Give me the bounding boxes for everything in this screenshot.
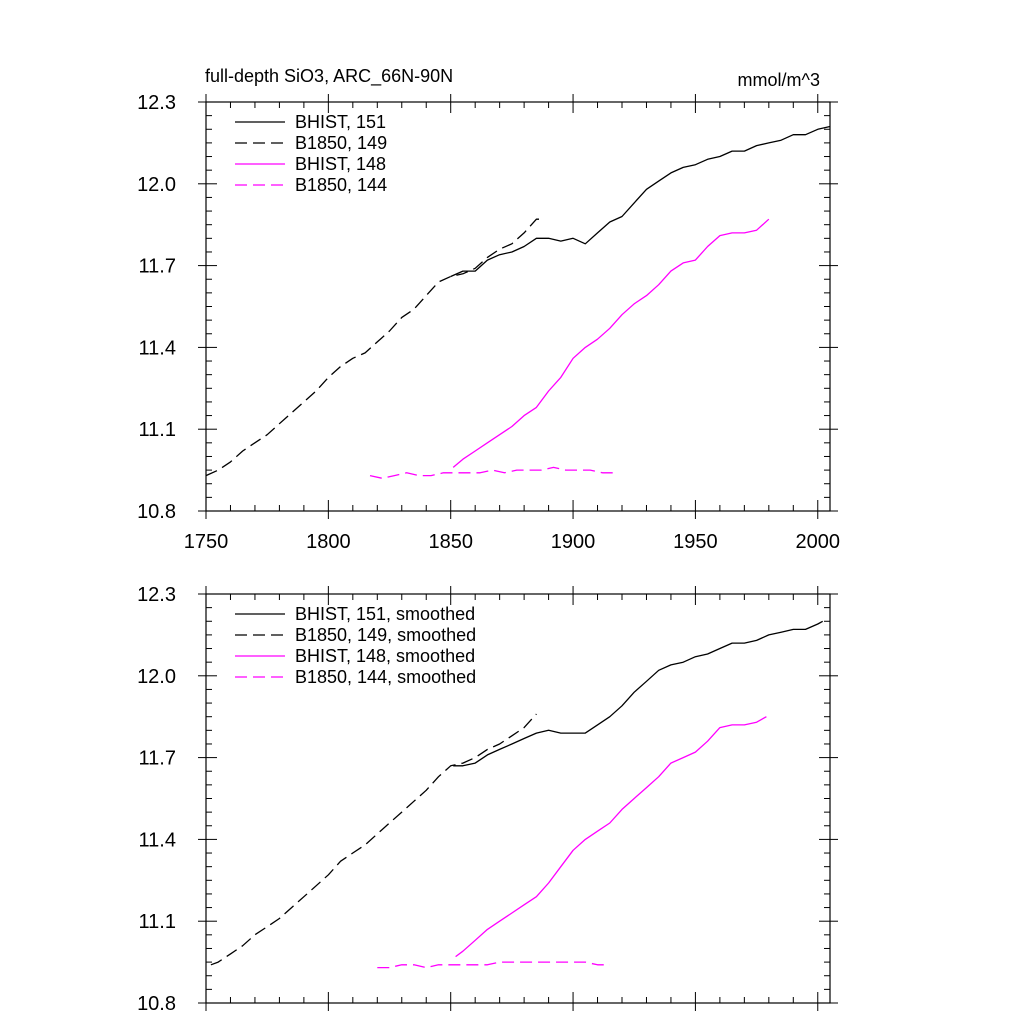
y-tick-label: 12.3 xyxy=(137,92,176,114)
y-tick-label: 12.3 xyxy=(137,584,176,606)
legend-label: B1850, 144, smoothed xyxy=(295,667,476,687)
y-tick-label: 10.8 xyxy=(137,501,176,523)
series-line xyxy=(369,466,615,479)
x-tick-label: 1900 xyxy=(551,531,596,553)
y-tick-label: 12.0 xyxy=(137,174,176,196)
y-tick-label: 11.4 xyxy=(139,337,176,359)
units-label: mmol/m^3 xyxy=(738,70,820,90)
series-line xyxy=(453,620,824,767)
series-line xyxy=(455,716,767,958)
chart-title: full-depth SiO3, ARC_66N-90N xyxy=(205,66,453,87)
series-line xyxy=(450,125,831,278)
y-tick-label: 12.0 xyxy=(137,666,176,688)
top-chart-panel: 1750 1800 1850 1900 1950 2000 10.8 11.1 11.4 11.7… xyxy=(137,92,840,553)
legend-label: BHIST, 151 xyxy=(295,112,386,132)
x-tick-label: 1950 xyxy=(673,531,718,553)
x-tick-label: 1800 xyxy=(306,531,351,553)
y-tick-label: 11.7 xyxy=(139,748,176,770)
y-tick-label: 11.4 xyxy=(139,829,176,851)
y-tick-label: 11.1 xyxy=(139,911,176,933)
series-line xyxy=(205,218,542,477)
y-tick-label: 10.8 xyxy=(137,993,176,1015)
legend-label: BHIST, 151, smoothed xyxy=(295,604,475,624)
legend-label: BHIST, 148, smoothed xyxy=(295,646,475,666)
legend-label: B1850, 144 xyxy=(295,175,387,195)
x-tick-label: 1750 xyxy=(184,531,229,553)
series-line xyxy=(377,961,610,969)
legend-label: BHIST, 148 xyxy=(295,154,386,174)
y-tick-label: 11.7 xyxy=(139,256,176,278)
series-line xyxy=(210,713,537,966)
x-tick-label: 2000 xyxy=(796,531,841,553)
series-line xyxy=(452,218,770,468)
legend-label: B1850, 149 xyxy=(295,133,387,153)
legend-label: B1850, 149, smoothed xyxy=(295,625,476,645)
y-tick-label: 11.1 xyxy=(139,419,176,441)
x-tick-label: 1850 xyxy=(428,531,473,553)
bottom-chart-panel: 10.8 11.1 11.4 11.7 12.0 12.3 BHIST, 151, smoo… xyxy=(137,584,838,1015)
